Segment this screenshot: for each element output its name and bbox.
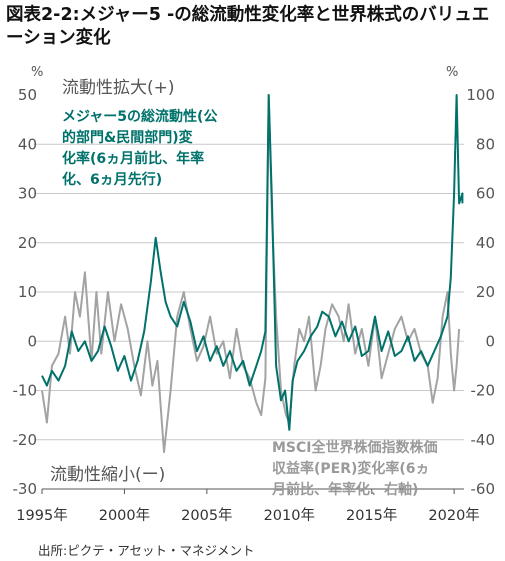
right-axis-ticks: 100 80 60 40 20 0 -20 -40 -60 bbox=[466, 86, 495, 498]
series-label-liquidity-line: 化率(6ヵ月前比、年率 bbox=[62, 150, 204, 167]
annotation-liquidity-expansion: 流動性拡大(+) bbox=[62, 78, 175, 98]
right-tick-label: -40 bbox=[471, 431, 496, 449]
chart-title: 図表2-2:メジャー5 -の総流動性変化率と世界株式のバリュエーション変化 bbox=[6, 5, 490, 48]
right-tick-label: -60 bbox=[471, 480, 496, 498]
right-tick-label: 40 bbox=[476, 234, 495, 252]
x-tick-label: 2020年 bbox=[428, 507, 479, 524]
x-tick-label: 1995年 bbox=[16, 507, 67, 524]
series-label-per-line: 収益率(PER)変化率(6ヵ bbox=[272, 460, 430, 477]
left-tick-label: -20 bbox=[13, 431, 38, 449]
x-tick-label: 2010年 bbox=[264, 507, 315, 524]
x-tick-label: 2000年 bbox=[99, 507, 150, 524]
left-tick-label: -10 bbox=[13, 382, 38, 400]
right-tick-label: 20 bbox=[476, 283, 495, 301]
x-tick-label: 2005年 bbox=[181, 507, 232, 524]
chart-series bbox=[41, 94, 464, 454]
x-axis-ticks: 1995年 2000年 2005年 2010年 2015年 2020年 bbox=[16, 489, 480, 524]
right-axis-unit: % bbox=[446, 65, 458, 80]
left-axis-unit: % bbox=[31, 65, 43, 80]
gridlines bbox=[34, 143, 464, 490]
series-line-per bbox=[41, 94, 461, 454]
left-tick-label: 20 bbox=[18, 234, 37, 252]
right-tick-label: -20 bbox=[471, 382, 496, 400]
left-tick-label: 0 bbox=[27, 332, 37, 350]
series-label-per-line: MSCI全世界株価指数株価 bbox=[272, 439, 438, 456]
series-label-liquidity-line: 化、6ヵ月先行) bbox=[62, 171, 162, 188]
left-tick-label: 10 bbox=[18, 283, 37, 301]
series-label-liquidity-line: 的部門&民間部門)変 bbox=[62, 129, 193, 146]
left-tick-label: 30 bbox=[18, 185, 37, 203]
series-label-liquidity-line: メジャー5の総流動性(公 bbox=[62, 108, 217, 125]
annotation-liquidity-contraction: 流動性縮小(ー) bbox=[50, 465, 165, 485]
series-line-liquidity bbox=[41, 94, 464, 431]
right-tick-label: 80 bbox=[476, 135, 495, 153]
series-label-liquidity: メジャー5の総流動性(公的部門&民間部門)変化率(6ヵ月前比、年率化、6ヵ月先行… bbox=[62, 108, 217, 188]
left-tick-label: 50 bbox=[18, 86, 37, 104]
right-tick-label: 60 bbox=[476, 185, 495, 203]
series-label-per-line: 月前比、年率化、右軸) bbox=[271, 481, 418, 498]
left-tick-label: -30 bbox=[13, 480, 38, 498]
right-tick-label: 100 bbox=[466, 86, 495, 104]
left-axis-ticks: 50 40 30 20 10 0 -10 -20 -30 bbox=[13, 86, 38, 498]
x-tick-label: 2015年 bbox=[346, 507, 397, 524]
left-tick-label: 40 bbox=[18, 135, 37, 153]
right-tick-label: 0 bbox=[485, 332, 495, 350]
chart-source: 出所:ピクテ・アセット・マネジメント bbox=[38, 543, 255, 558]
